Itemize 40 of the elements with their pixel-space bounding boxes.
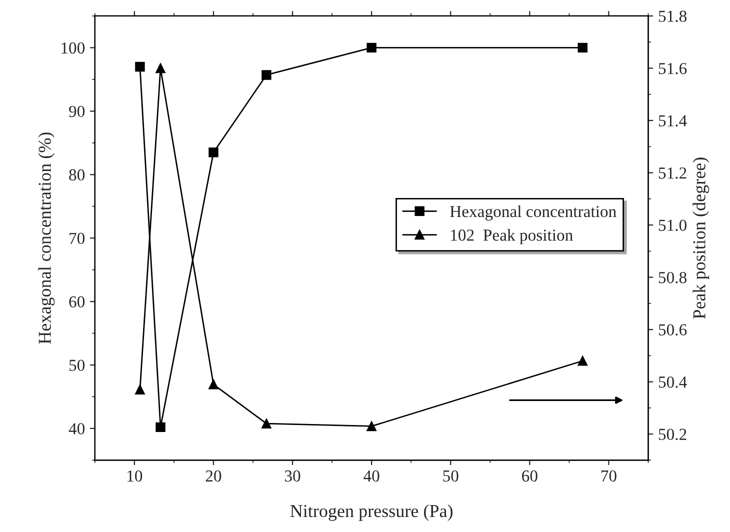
point [262,418,272,428]
y2-tick-label: 51.4 [658,115,687,126]
legend-label: 102 Peak position [451,229,573,244]
point [135,384,145,394]
x-tick-label: 50 [443,470,458,482]
y2-tick-label: 50.4 [658,376,687,388]
y-tick-label: 90 [69,106,85,118]
point [156,422,166,432]
y-tick-label: 50 [69,360,85,371]
point [366,421,376,432]
point [135,62,145,72]
x-axis-title: Nitrogen pressure (Pa) [290,504,452,521]
x-tick-label: 30 [284,470,300,482]
y2-tick-label: 51.0 [658,220,686,232]
y2-tick-label: 51.6 [658,62,687,74]
y2-axis-title: Peak position (degree) [692,158,710,319]
y2-tick-label: 50.6 [658,324,687,336]
point [262,70,272,80]
x-tick-label: 40 [364,470,380,482]
y2-tick-label: 51.2 [658,167,686,179]
x-tick-label: 20 [206,470,222,482]
y2-tick-label: 50.2 [658,428,686,440]
point [156,63,166,74]
point [578,42,588,53]
y2-tick-label: 50.8 [658,272,686,284]
y2-tick-label: 51.8 [658,10,686,22]
legend-label: Hexagonal concentration [450,205,616,221]
x-tick-label: 70 [601,470,616,482]
point [208,380,218,390]
point [366,42,376,53]
y-tick-label: 40 [68,423,85,434]
point [208,148,218,158]
y-tick-label: 60 [69,296,85,308]
y-tick-label: 80 [69,169,85,181]
x-tick-label: 60 [522,470,538,482]
point [578,356,588,366]
y-axis-title: Hexagonal concentration (%) [38,132,55,344]
x-tick-label: 10 [128,470,142,482]
y-tick-label: 100 [62,42,85,54]
y-tick-label: 70 [70,232,85,244]
